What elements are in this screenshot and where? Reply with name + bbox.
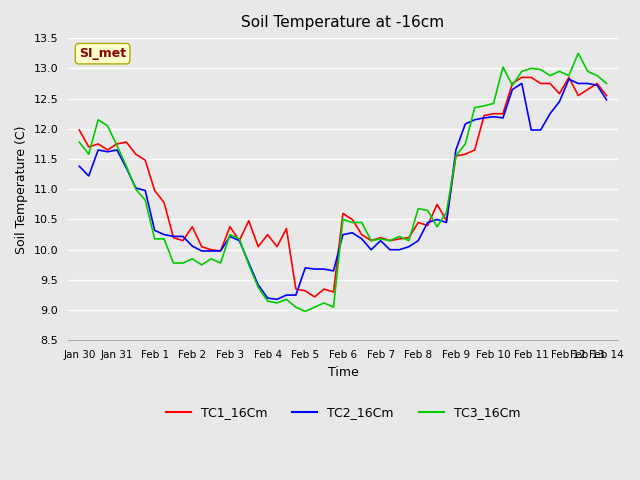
Text: SI_met: SI_met bbox=[79, 47, 126, 60]
Title: Soil Temperature at -16cm: Soil Temperature at -16cm bbox=[241, 15, 445, 30]
Legend: TC1_16Cm, TC2_16Cm, TC3_16Cm: TC1_16Cm, TC2_16Cm, TC3_16Cm bbox=[161, 401, 525, 424]
Y-axis label: Soil Temperature (C): Soil Temperature (C) bbox=[15, 125, 28, 253]
X-axis label: Time: Time bbox=[328, 366, 358, 379]
